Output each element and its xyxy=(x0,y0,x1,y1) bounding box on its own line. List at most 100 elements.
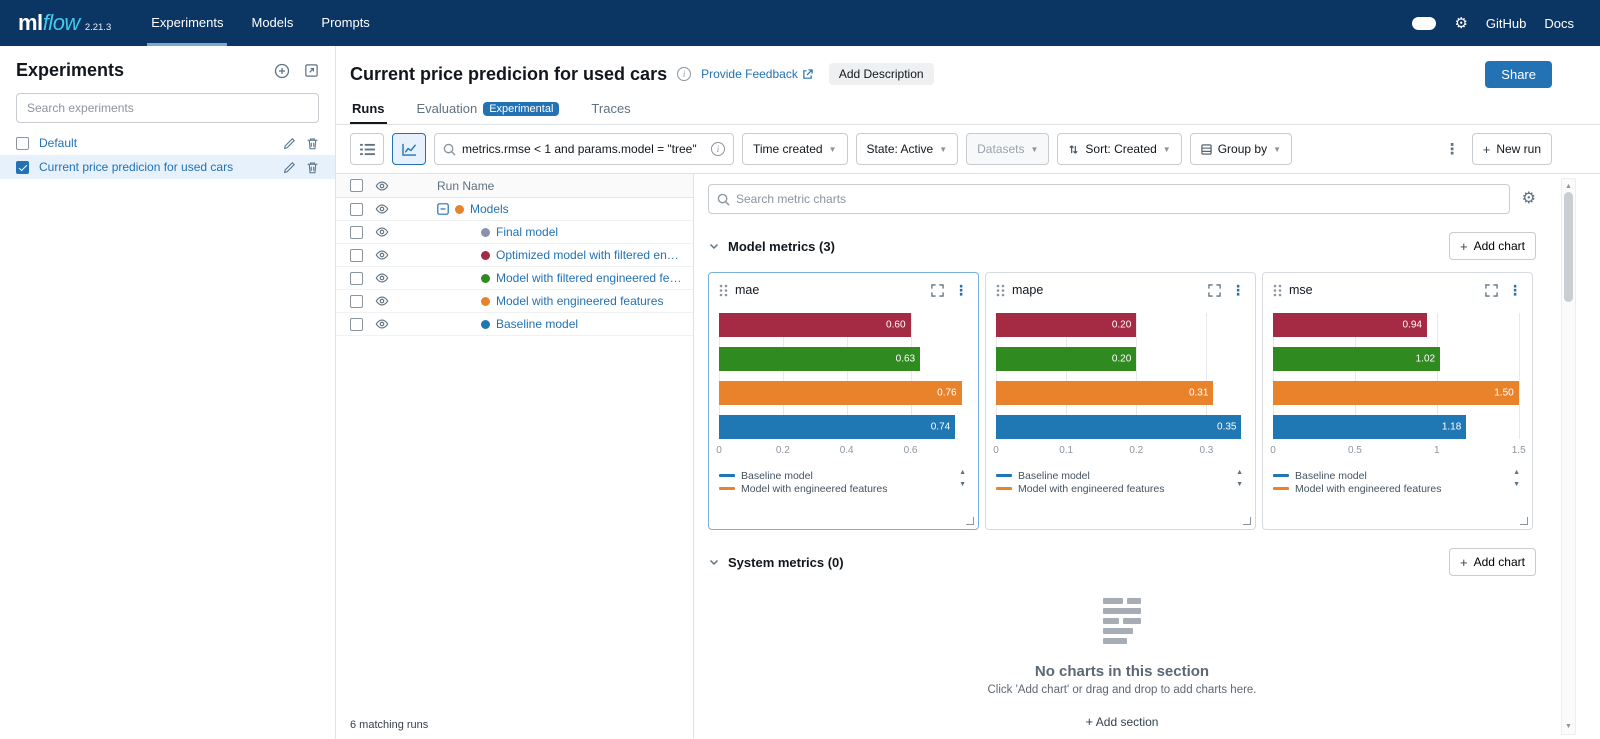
time-created-dropdown[interactable]: Time created ▼ xyxy=(742,133,848,165)
section-chevron-icon[interactable] xyxy=(708,240,720,252)
experiment-name-link[interactable]: Current price predicion for used cars xyxy=(39,160,234,174)
metric-bar[interactable]: 1.50 xyxy=(1273,381,1519,405)
nav-link-github[interactable]: GitHub xyxy=(1485,15,1527,31)
experiment-checkbox[interactable] xyxy=(16,136,29,150)
legend-scroll-up-icon[interactable]: ▲ xyxy=(1513,469,1520,476)
metric-bar[interactable]: 0.31 xyxy=(996,381,1214,405)
chart-view-button[interactable] xyxy=(392,133,426,165)
metric-bar[interactable]: 0.94 xyxy=(1273,313,1427,337)
nav-tab-prompts[interactable]: Prompts xyxy=(321,15,370,30)
expand-chart-icon[interactable] xyxy=(1485,283,1498,297)
system-metrics-title[interactable]: System metrics (0) xyxy=(728,554,844,570)
resize-handle-icon[interactable] xyxy=(1520,517,1528,525)
tab-runs[interactable]: Runs xyxy=(350,94,387,124)
settings-gear-icon[interactable]: ⚙ xyxy=(1454,14,1468,32)
edit-pencil-icon[interactable] xyxy=(283,161,296,174)
drag-handle-icon[interactable] xyxy=(719,284,728,297)
nav-tab-models[interactable]: Models xyxy=(251,15,294,30)
open-experiment-icon[interactable] xyxy=(304,63,319,78)
metric-bar[interactable]: 0.74 xyxy=(719,415,956,439)
sort-dropdown[interactable]: Sort: Created ▼ xyxy=(1057,133,1182,165)
chart-menu-icon[interactable]: ⋮ xyxy=(1508,282,1522,298)
drag-handle-icon[interactable] xyxy=(1273,284,1282,297)
provide-feedback-link[interactable]: Provide Feedback xyxy=(701,67,813,81)
metric-bar[interactable]: 1.18 xyxy=(1273,415,1467,439)
experiment-checkbox[interactable] xyxy=(16,160,29,174)
search-help-icon[interactable]: i xyxy=(711,142,725,156)
run-checkbox[interactable] xyxy=(350,294,363,308)
info-icon[interactable]: i xyxy=(677,67,692,81)
metric-bar[interactable]: 1.02 xyxy=(1273,347,1441,371)
runs-search-input[interactable] xyxy=(462,142,705,156)
charts-settings-gear-icon[interactable]: ⚙ xyxy=(1521,190,1536,207)
new-experiment-icon[interactable] xyxy=(274,63,290,79)
scrollbar-thumb[interactable] xyxy=(1564,192,1573,302)
run-checkbox[interactable] xyxy=(350,225,363,239)
run-name-link[interactable]: Model with engineered features xyxy=(496,294,664,308)
list-view-button[interactable] xyxy=(350,133,384,165)
visibility-eye-icon[interactable] xyxy=(375,271,389,285)
run-checkbox[interactable] xyxy=(350,202,363,216)
delete-trash-icon[interactable] xyxy=(306,137,319,150)
metric-bar[interactable]: 0.35 xyxy=(996,415,1242,439)
visibility-eye-icon[interactable] xyxy=(375,225,389,239)
chart-menu-icon[interactable]: ⋮ xyxy=(1231,282,1245,298)
run-name-link[interactable]: Optimized model with filtered engineered… xyxy=(496,248,685,262)
edit-pencil-icon[interactable] xyxy=(283,137,296,150)
mlflow-logo[interactable]: ml flow 2.21.3 xyxy=(18,10,111,36)
run-checkbox[interactable] xyxy=(350,248,363,262)
drag-handle-icon[interactable] xyxy=(996,284,1005,297)
select-all-checkbox[interactable] xyxy=(350,179,363,192)
resize-handle-icon[interactable] xyxy=(966,517,974,525)
visibility-eye-icon[interactable] xyxy=(375,179,389,193)
visibility-eye-icon[interactable] xyxy=(375,248,389,262)
run-checkbox[interactable] xyxy=(350,317,363,331)
charts-scrollbar[interactable]: ▲ ▼ xyxy=(1561,178,1576,735)
new-run-button[interactable]: + New run xyxy=(1471,133,1552,165)
metric-charts-search-input[interactable] xyxy=(736,192,1501,206)
delete-trash-icon[interactable] xyxy=(306,161,319,174)
add-chart-button[interactable]: + Add chart xyxy=(1449,548,1536,576)
scroll-up-icon[interactable]: ▲ xyxy=(1565,183,1572,190)
datasets-dropdown[interactable]: Datasets ▼ xyxy=(966,133,1050,165)
add-chart-button[interactable]: + Add chart xyxy=(1449,232,1536,260)
run-name-link[interactable]: Final model xyxy=(496,225,559,239)
tab-traces[interactable]: Traces xyxy=(591,101,631,116)
tab-evaluation[interactable]: Evaluation Experimental xyxy=(415,94,562,124)
model-metrics-title[interactable]: Model metrics (3) xyxy=(728,238,835,254)
resize-handle-icon[interactable] xyxy=(1243,517,1251,525)
metric-bar[interactable]: 0.20 xyxy=(996,313,1137,337)
collapse-group-icon[interactable] xyxy=(437,203,449,215)
section-chevron-icon[interactable] xyxy=(708,556,720,568)
metric-bar[interactable]: 0.20 xyxy=(996,347,1137,371)
run-checkbox[interactable] xyxy=(350,271,363,285)
legend-scroll-down-icon[interactable]: ▼ xyxy=(1513,481,1520,488)
metric-bar[interactable]: 0.60 xyxy=(719,313,911,337)
run-name-link[interactable]: Model with filtered engineered features xyxy=(496,271,685,285)
group-by-dropdown[interactable]: Group by ▼ xyxy=(1189,133,1292,165)
chart-menu-icon[interactable]: ⋮ xyxy=(954,282,968,298)
visibility-eye-icon[interactable] xyxy=(375,202,389,216)
legend-scroll-down-icon[interactable]: ▼ xyxy=(959,481,966,488)
toolbar-menu-icon[interactable]: ⋮ xyxy=(1441,140,1464,158)
visibility-eye-icon[interactable] xyxy=(375,294,389,308)
theme-toggle-icon[interactable] xyxy=(1412,16,1437,30)
share-button[interactable]: Share xyxy=(1485,60,1552,88)
legend-scroll-down-icon[interactable]: ▼ xyxy=(1236,481,1243,488)
experiment-item-default[interactable]: Default xyxy=(0,131,335,155)
run-name-link[interactable]: Models xyxy=(470,202,509,216)
experiment-item-current-price-prediction[interactable]: Current price predicion for used cars xyxy=(0,155,335,179)
legend-scroll-up-icon[interactable]: ▲ xyxy=(959,469,966,476)
run-name-link[interactable]: Baseline model xyxy=(496,317,579,331)
metric-bar[interactable]: 0.76 xyxy=(719,381,962,405)
expand-chart-icon[interactable] xyxy=(931,283,944,297)
nav-tab-experiments[interactable]: Experiments xyxy=(137,0,237,46)
state-dropdown[interactable]: State: Active ▼ xyxy=(855,133,959,165)
add-description-button[interactable]: Add Description xyxy=(828,63,934,85)
experiment-name-link[interactable]: Default xyxy=(39,136,78,150)
scroll-down-icon[interactable]: ▼ xyxy=(1565,723,1572,730)
expand-chart-icon[interactable] xyxy=(1208,283,1221,297)
search-experiments-input[interactable] xyxy=(16,93,319,123)
nav-link-docs[interactable]: Docs xyxy=(1544,15,1574,31)
legend-scroll-up-icon[interactable]: ▲ xyxy=(1236,469,1243,476)
